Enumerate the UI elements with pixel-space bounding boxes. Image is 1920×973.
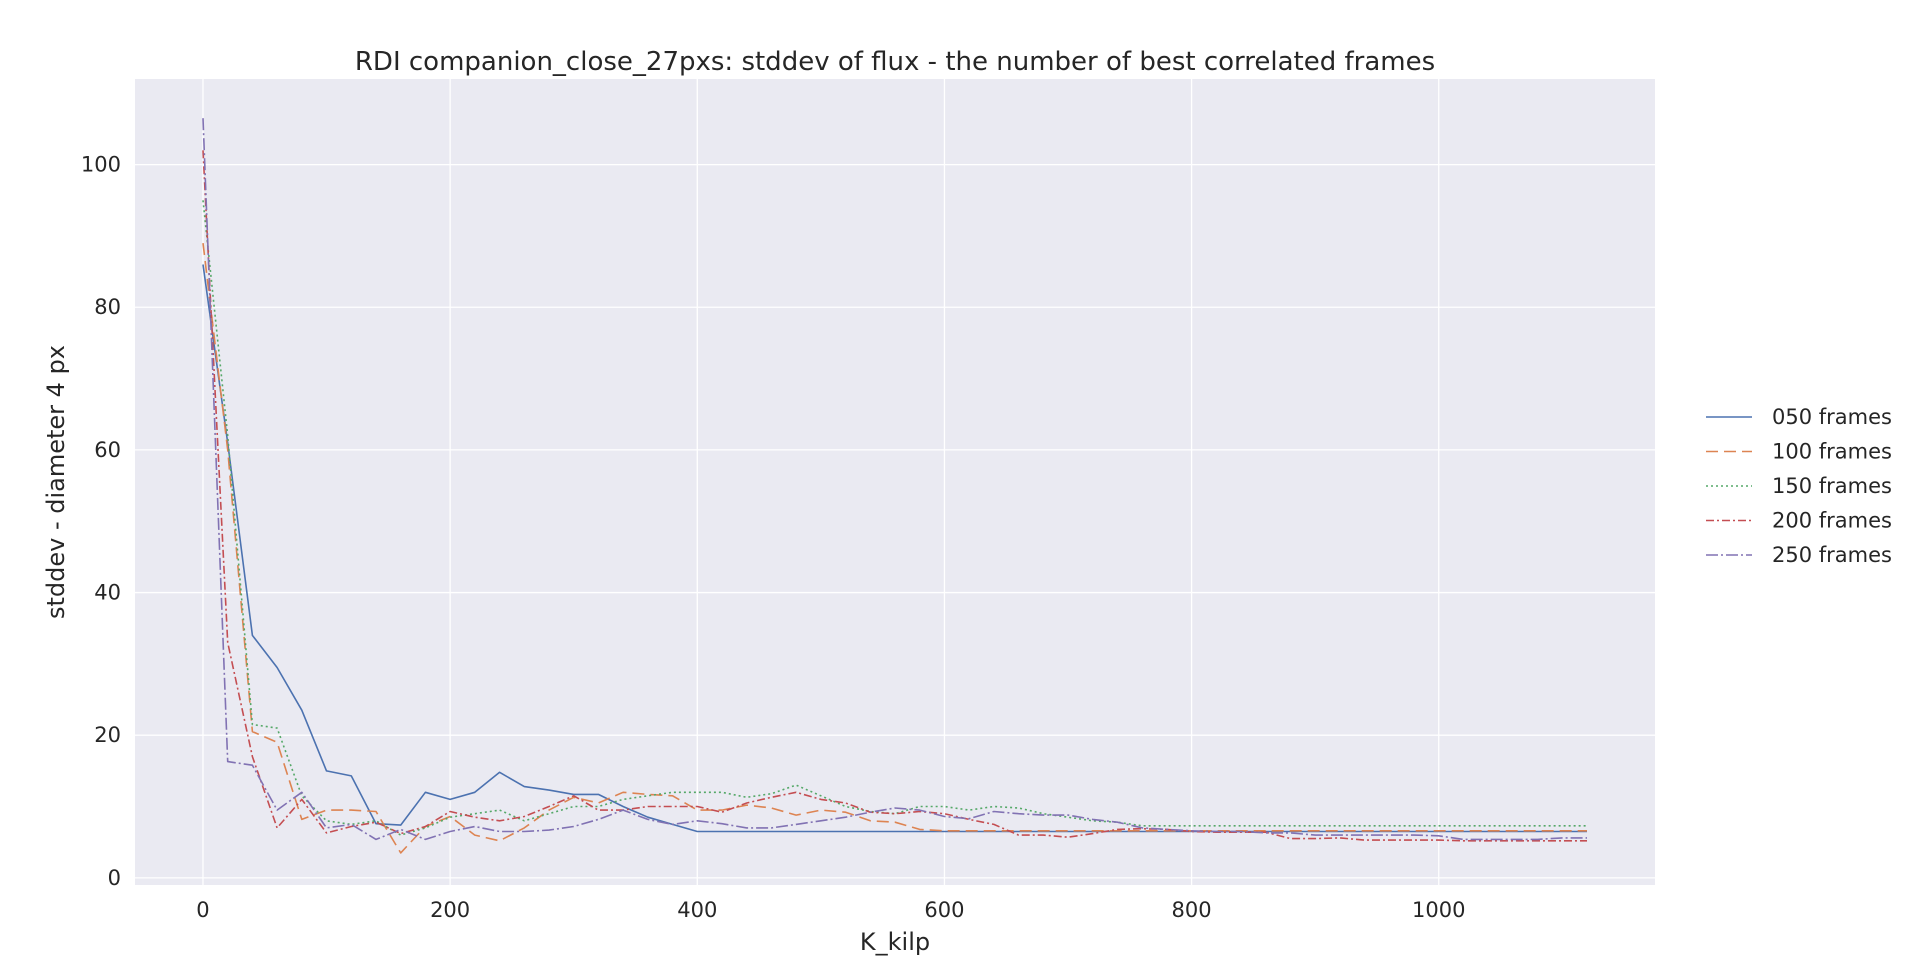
- y-tick-label: 40: [94, 581, 121, 605]
- x-axis-ticks: 0 200 400 600 800 1000: [196, 898, 1465, 922]
- y-tick-label: 20: [94, 723, 121, 747]
- x-axis-label: K_kilp: [860, 928, 930, 956]
- series-line-3: [202, 200, 1587, 836]
- series-line-4: [202, 150, 1587, 842]
- x-tick-label: 800: [1172, 898, 1212, 922]
- x-tick-label: 600: [924, 898, 964, 922]
- grid-lines: [135, 79, 1655, 885]
- y-tick-label: 100: [81, 153, 121, 177]
- legend-label: 250 frames: [1772, 543, 1892, 567]
- y-axis-ticks: 0 20 40 60 80 100: [81, 153, 121, 890]
- chart-title: RDI companion_close_27pxs: stddev of flu…: [355, 47, 1435, 77]
- plot-background: [135, 79, 1655, 885]
- legend: 050 frames 100 frames 150 frames 200 frames…: [1706, 405, 1892, 567]
- series-line-2: [202, 243, 1587, 854]
- x-tick-label: 1000: [1412, 898, 1465, 922]
- series-lines: [202, 118, 1587, 854]
- x-tick-label: 200: [430, 898, 470, 922]
- legend-label: 200 frames: [1772, 509, 1892, 533]
- series-line-5: [202, 118, 1587, 841]
- legend-label: 150 frames: [1772, 474, 1892, 498]
- y-axis-label: stddev - diameter 4 px: [42, 345, 70, 619]
- legend-label: 050 frames: [1772, 405, 1892, 429]
- y-tick-label: 60: [94, 438, 121, 462]
- y-tick-label: 80: [94, 295, 121, 319]
- y-tick-label: 0: [108, 866, 121, 890]
- x-tick-label: 0: [196, 898, 209, 922]
- series-line-1: [202, 264, 1587, 833]
- x-tick-label: 400: [677, 898, 717, 922]
- legend-label: 100 frames: [1772, 440, 1892, 464]
